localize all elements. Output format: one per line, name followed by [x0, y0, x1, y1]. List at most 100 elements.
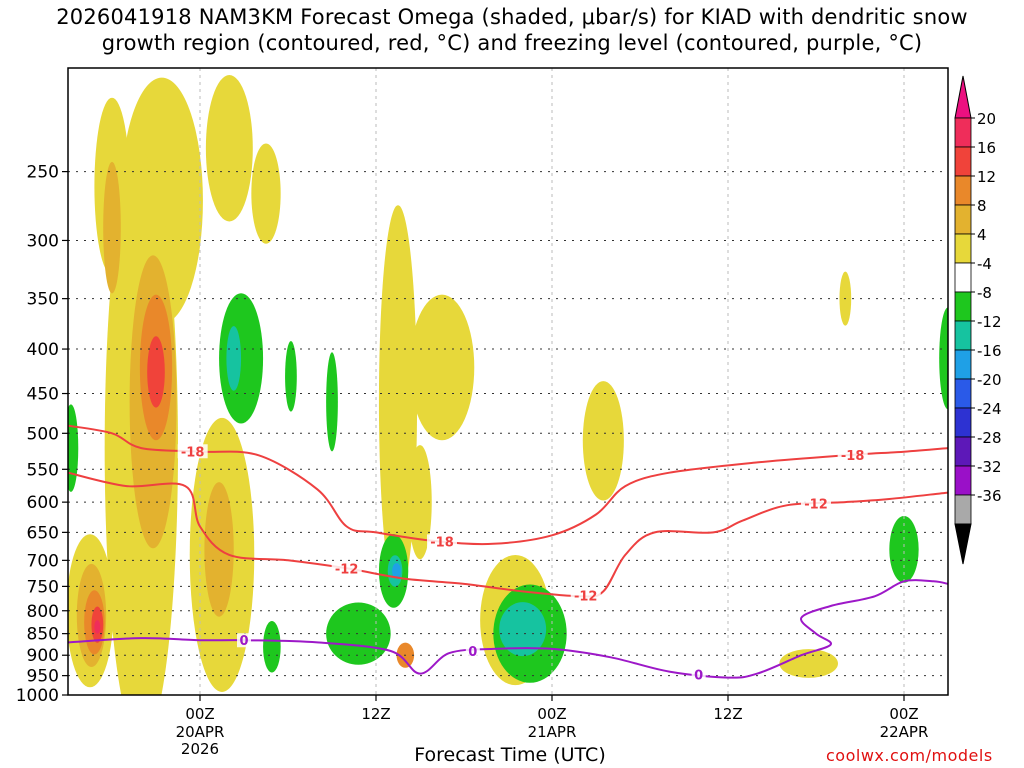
- y-tick-label: 950: [27, 667, 59, 687]
- x-tick-label: 00Z: [889, 705, 918, 723]
- colorbar-label: 12: [977, 168, 996, 186]
- colorbar-cell: [954, 262, 972, 293]
- omega-region: [326, 602, 391, 665]
- isotherm-label-bg: [427, 534, 457, 549]
- y-tick-label: 600: [27, 493, 59, 513]
- x-tick-date: 21APR: [528, 723, 577, 741]
- omega-region: [582, 381, 624, 501]
- y-tick-label: 800: [27, 602, 59, 622]
- colorbar-cell: [954, 175, 972, 206]
- omega-region: [378, 205, 418, 599]
- colorbar-cell: [954, 436, 972, 467]
- colorbar-cell: [954, 204, 972, 235]
- isotherm-label: -12: [335, 562, 359, 577]
- colorbar-top-arrow: [954, 75, 972, 119]
- x-tick-date: 20APR: [176, 723, 225, 741]
- x-tick-date: 22APR: [880, 723, 929, 741]
- colorbar-cell: [954, 320, 972, 351]
- y-tick-label: 550: [27, 460, 59, 480]
- isotherm-label-bg: [237, 633, 251, 648]
- isotherm-label: 0: [468, 645, 477, 660]
- isotherm-label-bg: [837, 447, 868, 462]
- colorbar-label: 8: [977, 197, 987, 215]
- colorbar-cell: [954, 233, 972, 264]
- isotherm-label: -18: [181, 445, 205, 460]
- omega-region: [94, 620, 101, 634]
- x-tick-label: 00Z: [185, 705, 214, 723]
- colorbar-label: -8: [977, 284, 992, 302]
- colorbar-cell: [954, 407, 972, 438]
- y-tick-label: 850: [27, 625, 59, 645]
- colorbar-cell: [954, 494, 972, 525]
- omega-shading: [68, 75, 948, 695]
- colorbar-label: -24: [977, 400, 1002, 418]
- omega-region: [263, 620, 281, 673]
- isotherm-label: -12: [804, 498, 828, 513]
- colorbar-label: -32: [977, 458, 1002, 476]
- colorbar-label: 16: [977, 139, 996, 157]
- colorbar-label: 4: [977, 226, 987, 244]
- source-credit: coolwx.com/models: [826, 746, 993, 765]
- isotherm-label-bg: [570, 588, 601, 603]
- colorbar-cell: [954, 291, 972, 322]
- y-tick-label: 350: [27, 290, 59, 310]
- x-axis-label: Forecast Time (UTC): [414, 744, 606, 766]
- omega-region: [285, 341, 297, 412]
- colorbar-cell: [954, 349, 972, 380]
- isotherm-label: 0: [694, 669, 703, 684]
- isotherm-label-bg: [465, 643, 480, 658]
- y-tick-label: 1000: [16, 686, 59, 706]
- x-tick-label: 00Z: [537, 705, 566, 723]
- colorbar-label: -12: [977, 313, 1002, 331]
- omega-region: [409, 294, 475, 441]
- chart-title: 2026041918 NAM3KM Forecast Omega (shaded…: [0, 4, 1024, 56]
- colorbar-label: -36: [977, 487, 1002, 505]
- plot-frame: [67, 67, 949, 696]
- colorbar-bottom-arrow: [954, 523, 972, 565]
- omega-region: [392, 563, 401, 579]
- y-tick-label: 500: [27, 424, 59, 444]
- omega-region: [326, 352, 338, 452]
- isotherm-label: -12: [574, 589, 598, 604]
- x-tick-label: 12Z: [361, 705, 390, 723]
- isotherm-label: -18: [430, 535, 454, 550]
- omega-region: [226, 326, 242, 391]
- colorbar-label: 20: [977, 110, 996, 128]
- y-tick-label: 400: [27, 340, 59, 360]
- isotherm-label-bg: [801, 496, 831, 511]
- omega-region: [68, 404, 79, 492]
- isotherm--12: [68, 471, 948, 598]
- isotherm-0: [68, 579, 948, 679]
- temperature-contours: -18 -18 -18 -12 -12 -12 0 0 0: [68, 424, 948, 684]
- x-tick-label: 12Z: [713, 705, 742, 723]
- y-tick-label: 300: [27, 231, 59, 251]
- omega-region: [939, 307, 948, 410]
- colorbar-label: -4: [977, 255, 992, 273]
- chart-title-line2: growth region (contoured, red, °C) and f…: [101, 31, 923, 55]
- colorbar-cell: [954, 146, 972, 177]
- y-tick-label: 650: [27, 523, 59, 543]
- y-tick-label: 900: [27, 646, 59, 666]
- omega-region: [205, 75, 253, 222]
- y-tick-label: 700: [27, 551, 59, 571]
- colorbar-label: -28: [977, 429, 1002, 447]
- omega-colorbar: 20 16 12 8 4 -4 -8 -12 -16 -20 -24 -28 -32 -36: [954, 75, 1002, 565]
- y-tick-label: 750: [27, 577, 59, 597]
- y-tick-label: 450: [27, 385, 59, 405]
- colorbar-cell: [954, 465, 972, 496]
- isotherm-label-bg: [177, 444, 208, 459]
- omega-region: [147, 336, 165, 408]
- colorbar-label: -20: [977, 371, 1002, 389]
- y-tick-label: 250: [27, 163, 59, 183]
- omega-region: [251, 143, 281, 244]
- colorbar-cell: [954, 117, 972, 148]
- x-tick-year: 2026: [181, 740, 219, 758]
- omega-region: [103, 161, 121, 294]
- chart-title-line1: 2026041918 NAM3KM Forecast Omega (shaded…: [56, 5, 968, 29]
- omega-region: [499, 602, 547, 657]
- colorbar-label: -16: [977, 342, 1002, 360]
- pressure-time-grid: [68, 68, 948, 695]
- isotherm-label-bg: [691, 667, 706, 682]
